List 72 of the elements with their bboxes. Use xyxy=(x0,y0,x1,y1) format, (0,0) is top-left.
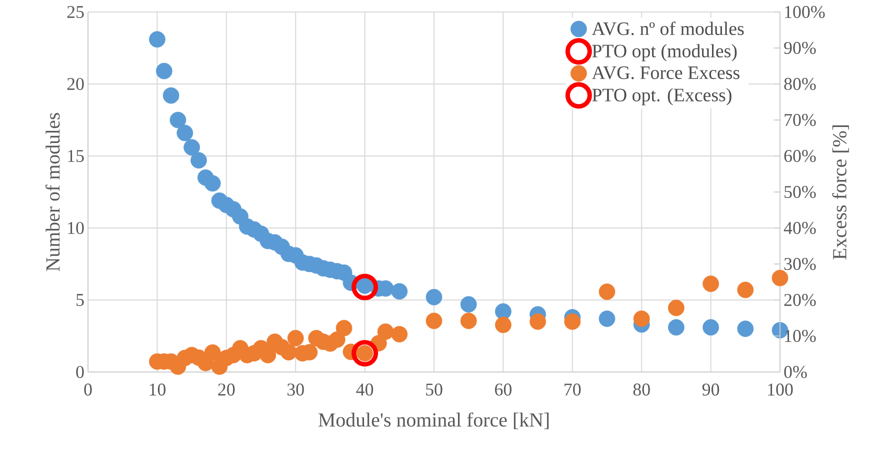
point xyxy=(702,276,720,292)
point xyxy=(702,319,720,336)
x-tick-label: 90 xyxy=(702,384,720,396)
y2-tick-label: 30% xyxy=(784,258,816,270)
point xyxy=(287,330,304,346)
point xyxy=(668,319,684,336)
point xyxy=(564,313,581,330)
x-tick-label: 50 xyxy=(426,384,442,396)
y2-tick-label: 80% xyxy=(784,78,816,90)
point xyxy=(280,344,297,360)
x-tick-label: 20 xyxy=(218,384,235,396)
point xyxy=(495,316,512,334)
y-tick-label: 25 xyxy=(67,6,84,18)
x-tick-label: 80 xyxy=(633,384,650,396)
x-tick-label: 30 xyxy=(287,384,304,396)
x-tick-label: 40 xyxy=(356,384,374,396)
y-tick-label: 20 xyxy=(67,78,84,90)
point xyxy=(772,270,788,286)
y2-tick-label: 90% xyxy=(784,42,816,54)
y-tick-label: 0 xyxy=(76,366,84,378)
y2-axis-title: Excess force [%] xyxy=(832,125,849,260)
y2-tick-label: 60% xyxy=(784,150,816,162)
point xyxy=(260,346,276,364)
y2-tick-label: 20% xyxy=(784,294,816,306)
point xyxy=(176,124,194,142)
y2-tick-label: 100% xyxy=(785,6,825,18)
x-tick-label: 70 xyxy=(564,384,581,396)
point xyxy=(460,312,477,330)
point xyxy=(162,87,180,104)
y-tick-label: 15 xyxy=(68,150,84,162)
point xyxy=(352,340,378,367)
point xyxy=(426,288,442,306)
point xyxy=(495,303,512,320)
point xyxy=(190,152,207,169)
point xyxy=(170,112,186,128)
legend-label: PTO opt. (Excess) xyxy=(592,88,732,106)
x-tick-label: 100 xyxy=(768,384,793,396)
point xyxy=(426,312,442,330)
point xyxy=(204,175,221,192)
x-tick-label: 60 xyxy=(495,384,512,396)
legend-label: PTO opt (modules) xyxy=(592,44,737,62)
y2-tick-label: 0% xyxy=(784,366,807,378)
point xyxy=(598,310,616,327)
point xyxy=(391,283,408,300)
x-axis-title: Module's nominal force [kN] xyxy=(318,412,549,430)
point xyxy=(328,331,346,348)
y2-tick-label: 50% xyxy=(784,186,816,198)
point xyxy=(204,344,221,361)
point xyxy=(737,282,754,298)
x-tick-label: 10 xyxy=(150,384,166,396)
y2-tick-label: 10% xyxy=(785,330,816,342)
point xyxy=(460,296,477,313)
point xyxy=(377,323,394,340)
point xyxy=(668,300,684,316)
point xyxy=(352,274,378,300)
point xyxy=(156,62,172,80)
point xyxy=(737,320,754,337)
point xyxy=(633,310,650,327)
y-tick-label: 10 xyxy=(68,222,84,234)
point xyxy=(149,31,166,48)
point xyxy=(598,284,616,300)
point xyxy=(336,320,352,336)
legend-label: AVG. nº of modules xyxy=(592,22,744,36)
y2-tick-label: 70% xyxy=(784,114,816,126)
y2-tick-label: 40% xyxy=(784,222,816,234)
point xyxy=(530,313,546,330)
y-axis-title: Number of modules xyxy=(45,113,60,272)
y-tick-label: 5 xyxy=(76,294,84,306)
point xyxy=(184,139,200,156)
x-tick-label: 0 xyxy=(84,384,92,396)
point xyxy=(391,326,408,342)
legend-label: AVG. Force Excess xyxy=(592,66,740,80)
